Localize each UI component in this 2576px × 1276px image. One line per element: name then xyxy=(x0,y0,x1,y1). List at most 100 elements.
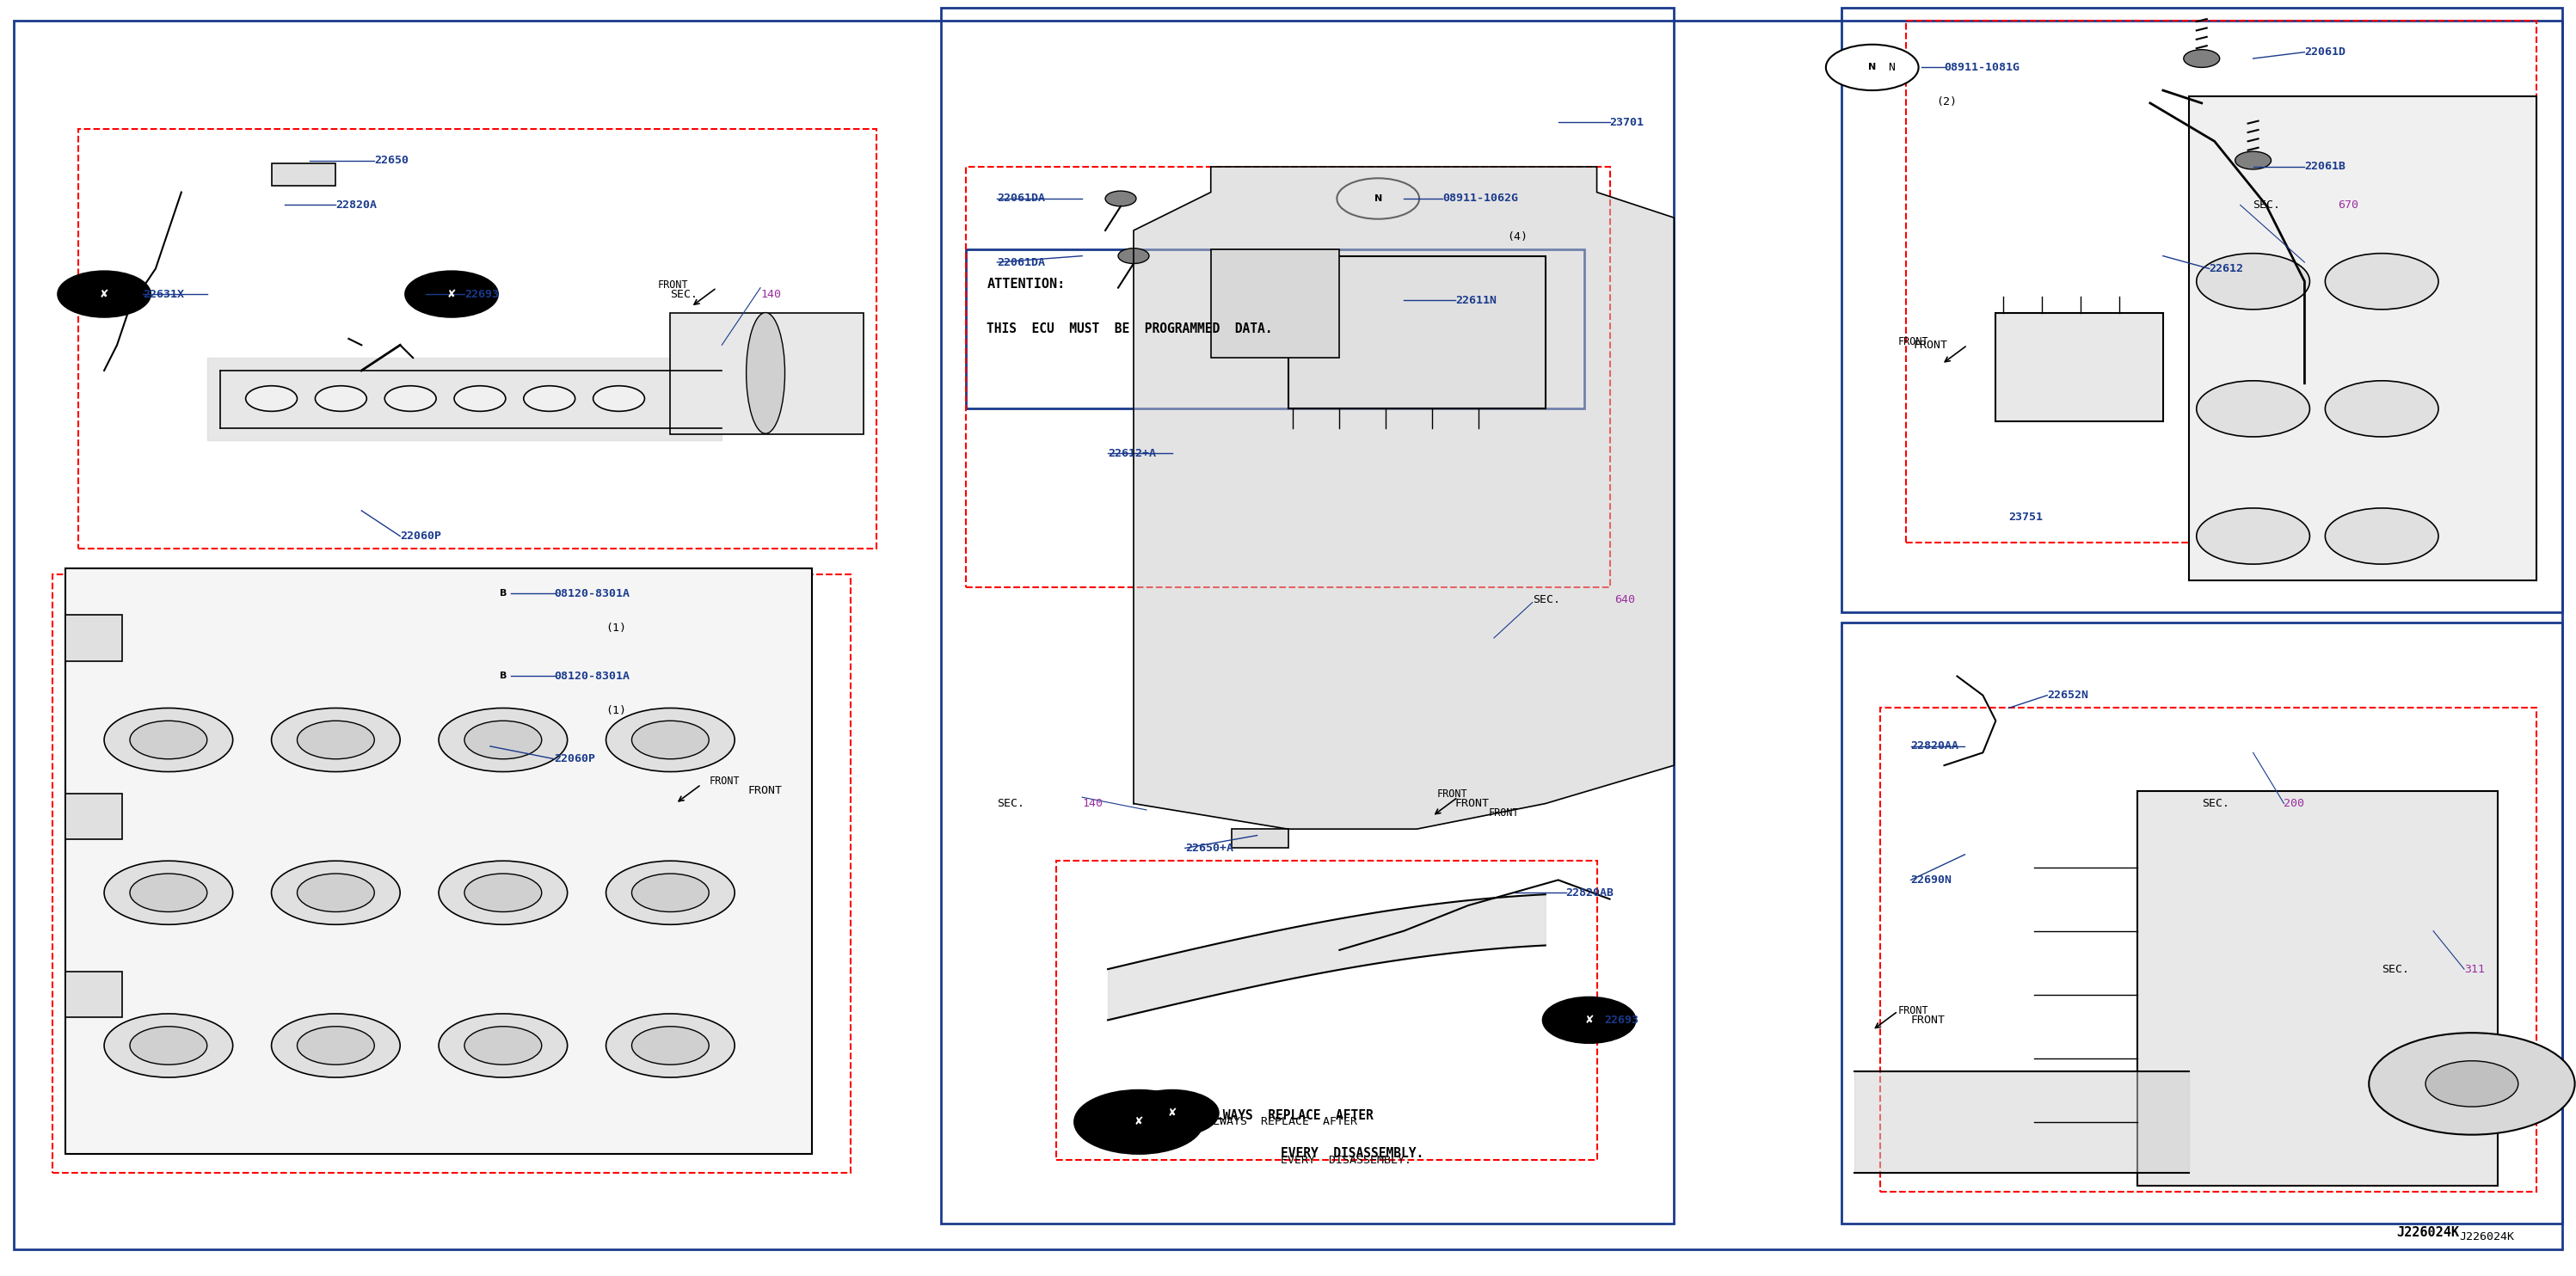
Text: FRONT: FRONT xyxy=(1489,808,1520,819)
Text: EVERY  DISASSEMBLY.: EVERY DISASSEMBLY. xyxy=(1280,1147,1425,1160)
Text: 22820AA: 22820AA xyxy=(1911,740,1958,752)
Text: ✘: ✘ xyxy=(100,288,108,300)
Text: ✘  ALWAYS  REPLACE  AFTER: ✘ ALWAYS REPLACE AFTER xyxy=(1185,1109,1373,1122)
Text: B: B xyxy=(500,590,507,597)
Text: FRONT: FRONT xyxy=(1899,1005,1929,1016)
Circle shape xyxy=(384,385,435,411)
Circle shape xyxy=(2326,508,2439,564)
Text: 08911-1062G: 08911-1062G xyxy=(1443,193,1517,204)
Text: SEC.: SEC. xyxy=(1533,595,1561,605)
Circle shape xyxy=(438,1013,567,1077)
Text: ✘: ✘ xyxy=(1584,1014,1595,1026)
Text: THIS  ECU  MUST  BE  PROGRAMMED  DATA.: THIS ECU MUST BE PROGRAMMED DATA. xyxy=(987,322,1273,334)
Text: SEC.: SEC. xyxy=(2202,798,2228,809)
Circle shape xyxy=(296,721,374,759)
Circle shape xyxy=(453,385,505,411)
Circle shape xyxy=(129,874,206,912)
Circle shape xyxy=(461,656,544,697)
Circle shape xyxy=(2326,380,2439,436)
Bar xyxy=(1288,256,1546,408)
Text: (4): (4) xyxy=(1507,231,1528,242)
Text: N: N xyxy=(1888,61,1893,73)
Text: FRONT: FRONT xyxy=(747,785,783,796)
Circle shape xyxy=(464,1026,541,1064)
Circle shape xyxy=(2197,380,2311,436)
Text: ATTENTION:: ATTENTION: xyxy=(987,277,1066,291)
Text: FRONT: FRONT xyxy=(1911,1014,1945,1026)
Text: 08120-8301A: 08120-8301A xyxy=(554,588,631,598)
Text: SEC.: SEC. xyxy=(997,798,1025,809)
Bar xyxy=(64,972,121,1017)
Circle shape xyxy=(464,874,541,912)
Circle shape xyxy=(1126,1090,1218,1136)
Text: 640: 640 xyxy=(1615,595,1636,605)
Text: 22061D: 22061D xyxy=(2306,46,2347,57)
Text: ✘: ✘ xyxy=(448,288,456,300)
Text: 22061DA: 22061DA xyxy=(997,193,1046,204)
Circle shape xyxy=(461,573,544,614)
Text: 140: 140 xyxy=(760,288,781,300)
Text: (2): (2) xyxy=(1937,96,1958,107)
Text: N: N xyxy=(1868,63,1875,71)
Circle shape xyxy=(1337,179,1419,219)
Circle shape xyxy=(103,708,232,772)
Circle shape xyxy=(1543,997,1636,1042)
Text: 22631X: 22631X xyxy=(142,288,183,300)
Circle shape xyxy=(2427,1060,2519,1106)
Text: (1): (1) xyxy=(605,623,626,633)
Bar xyxy=(1231,829,1288,849)
Text: SEC.: SEC. xyxy=(2383,963,2409,975)
Circle shape xyxy=(270,1013,399,1077)
Circle shape xyxy=(523,385,574,411)
Text: 22612+A: 22612+A xyxy=(1108,448,1157,459)
Circle shape xyxy=(605,708,734,772)
Circle shape xyxy=(605,861,734,925)
Text: FRONT: FRONT xyxy=(657,279,688,291)
Circle shape xyxy=(2236,152,2272,170)
Text: 22611N: 22611N xyxy=(1455,295,1497,306)
Bar xyxy=(2190,97,2537,581)
Circle shape xyxy=(2197,508,2311,564)
Bar xyxy=(64,568,811,1154)
Text: 08120-8301A: 08120-8301A xyxy=(554,671,631,681)
Circle shape xyxy=(2370,1032,2576,1134)
Circle shape xyxy=(1105,191,1136,207)
Text: 22612: 22612 xyxy=(2210,263,2244,274)
Text: 23751: 23751 xyxy=(2009,512,2043,523)
Bar xyxy=(1211,250,1340,357)
Bar xyxy=(1996,313,2164,421)
Circle shape xyxy=(438,861,567,925)
Bar xyxy=(670,313,863,434)
Ellipse shape xyxy=(747,313,786,434)
Text: FRONT: FRONT xyxy=(1437,789,1468,800)
Text: 311: 311 xyxy=(2465,963,2486,975)
Text: 200: 200 xyxy=(2285,798,2306,809)
Text: B: B xyxy=(500,672,507,680)
Text: 22060P: 22060P xyxy=(399,531,440,542)
Bar xyxy=(270,163,335,186)
Circle shape xyxy=(314,385,366,411)
Text: FRONT: FRONT xyxy=(1914,339,1947,351)
Text: 22693: 22693 xyxy=(464,288,500,300)
Circle shape xyxy=(129,721,206,759)
Circle shape xyxy=(1118,249,1149,264)
Text: 22650+A: 22650+A xyxy=(1185,842,1234,854)
Text: J226024K: J226024K xyxy=(2396,1226,2460,1239)
Circle shape xyxy=(103,861,232,925)
Circle shape xyxy=(438,708,567,772)
Circle shape xyxy=(245,385,296,411)
Text: FRONT: FRONT xyxy=(1455,798,1489,809)
Bar xyxy=(64,615,121,661)
Text: 22061DA: 22061DA xyxy=(997,256,1046,268)
Text: 22820AB: 22820AB xyxy=(1566,887,1615,898)
Text: 22652N: 22652N xyxy=(2048,690,2089,701)
Polygon shape xyxy=(1133,167,1674,829)
Circle shape xyxy=(631,1026,708,1064)
Text: J226024K: J226024K xyxy=(2460,1231,2514,1243)
Circle shape xyxy=(464,721,541,759)
Text: 22690N: 22690N xyxy=(1911,874,1953,886)
Text: EVERY  DISASSEMBLY.: EVERY DISASSEMBLY. xyxy=(1280,1155,1412,1166)
Text: FRONT: FRONT xyxy=(1899,337,1929,347)
Circle shape xyxy=(605,1013,734,1077)
Circle shape xyxy=(2326,254,2439,309)
